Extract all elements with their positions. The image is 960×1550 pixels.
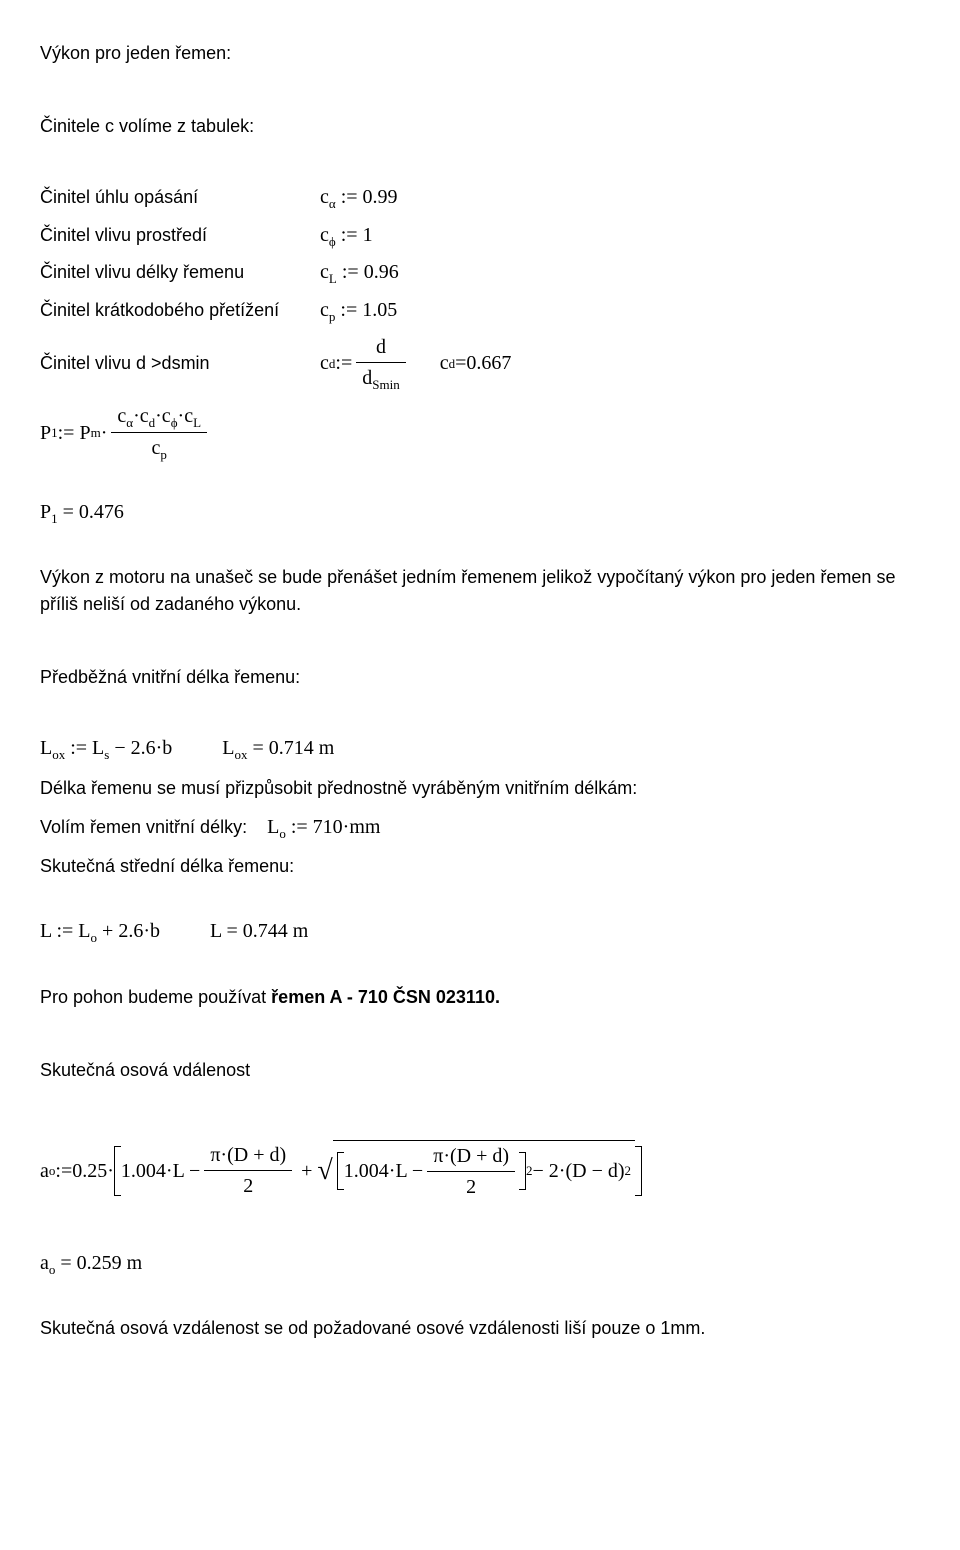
eq-calpha: cα := 0.99: [320, 182, 398, 214]
label-volim: Volím řemen vnitřní délky:: [40, 814, 247, 841]
eq-ao: ao := 0.25· 1.004·L − π·(D + d)2 + √ 1.0…: [40, 1140, 642, 1202]
eq-cd: cd := ddSmin cd = 0.667: [320, 332, 511, 395]
para-final: Skutečná osová vzdálenost se od požadova…: [40, 1315, 920, 1342]
eq-cphi: cϕ := 1: [320, 220, 373, 252]
label-skutecna-stredni: Skutečná střední délka řemenu:: [40, 853, 920, 880]
heading-vykon: Výkon pro jeden řemen:: [40, 40, 920, 67]
heading-predbezna: Předběžná vnitřní délka řemenu:: [40, 664, 920, 691]
eq-P1def: P1 := Pm· cα·cd·cϕ·cL cp: [40, 401, 211, 465]
label-uhlu: Činitel úhlu opásání: [40, 184, 320, 211]
eq-ao-val: ao = 0.259 m: [40, 1248, 920, 1280]
bold-remen: řemen A - 710 ČSN 023110.: [271, 987, 500, 1007]
label-dsmin: Činitel vlivu d >dsmin: [40, 350, 320, 377]
eq-cp: cp := 1.05: [320, 295, 397, 327]
heading-cinitele: Činitele c volíme z tabulek:: [40, 113, 920, 140]
label-delky: Činitel vlivu délky řemenu: [40, 259, 320, 286]
eq-L: L := Lo + 2.6·b L = 0.744 m: [40, 916, 920, 948]
label-pretizeni: Činitel krátkodobého přetížení: [40, 297, 320, 324]
eq-Lox: Lox := Ls − 2.6·b Lox = 0.714 m: [40, 733, 334, 765]
para-vykon: Výkon z motoru na unašeč se bude přenáše…: [40, 564, 920, 618]
heading-skutecna-osova: Skutečná osová vdálenost: [40, 1057, 920, 1084]
eq-Lo: Lo := 710·mm: [267, 812, 380, 844]
para-delka: Délka řemenu se musí přizpůsobit přednos…: [40, 775, 920, 802]
label-prostredi: Činitel vlivu prostředí: [40, 222, 320, 249]
eq-cL: cL := 0.96: [320, 257, 399, 289]
eq-P1val: P1 = 0.476: [40, 497, 920, 529]
para-propohon: Pro pohon budeme používat řemen A - 710 …: [40, 984, 920, 1011]
